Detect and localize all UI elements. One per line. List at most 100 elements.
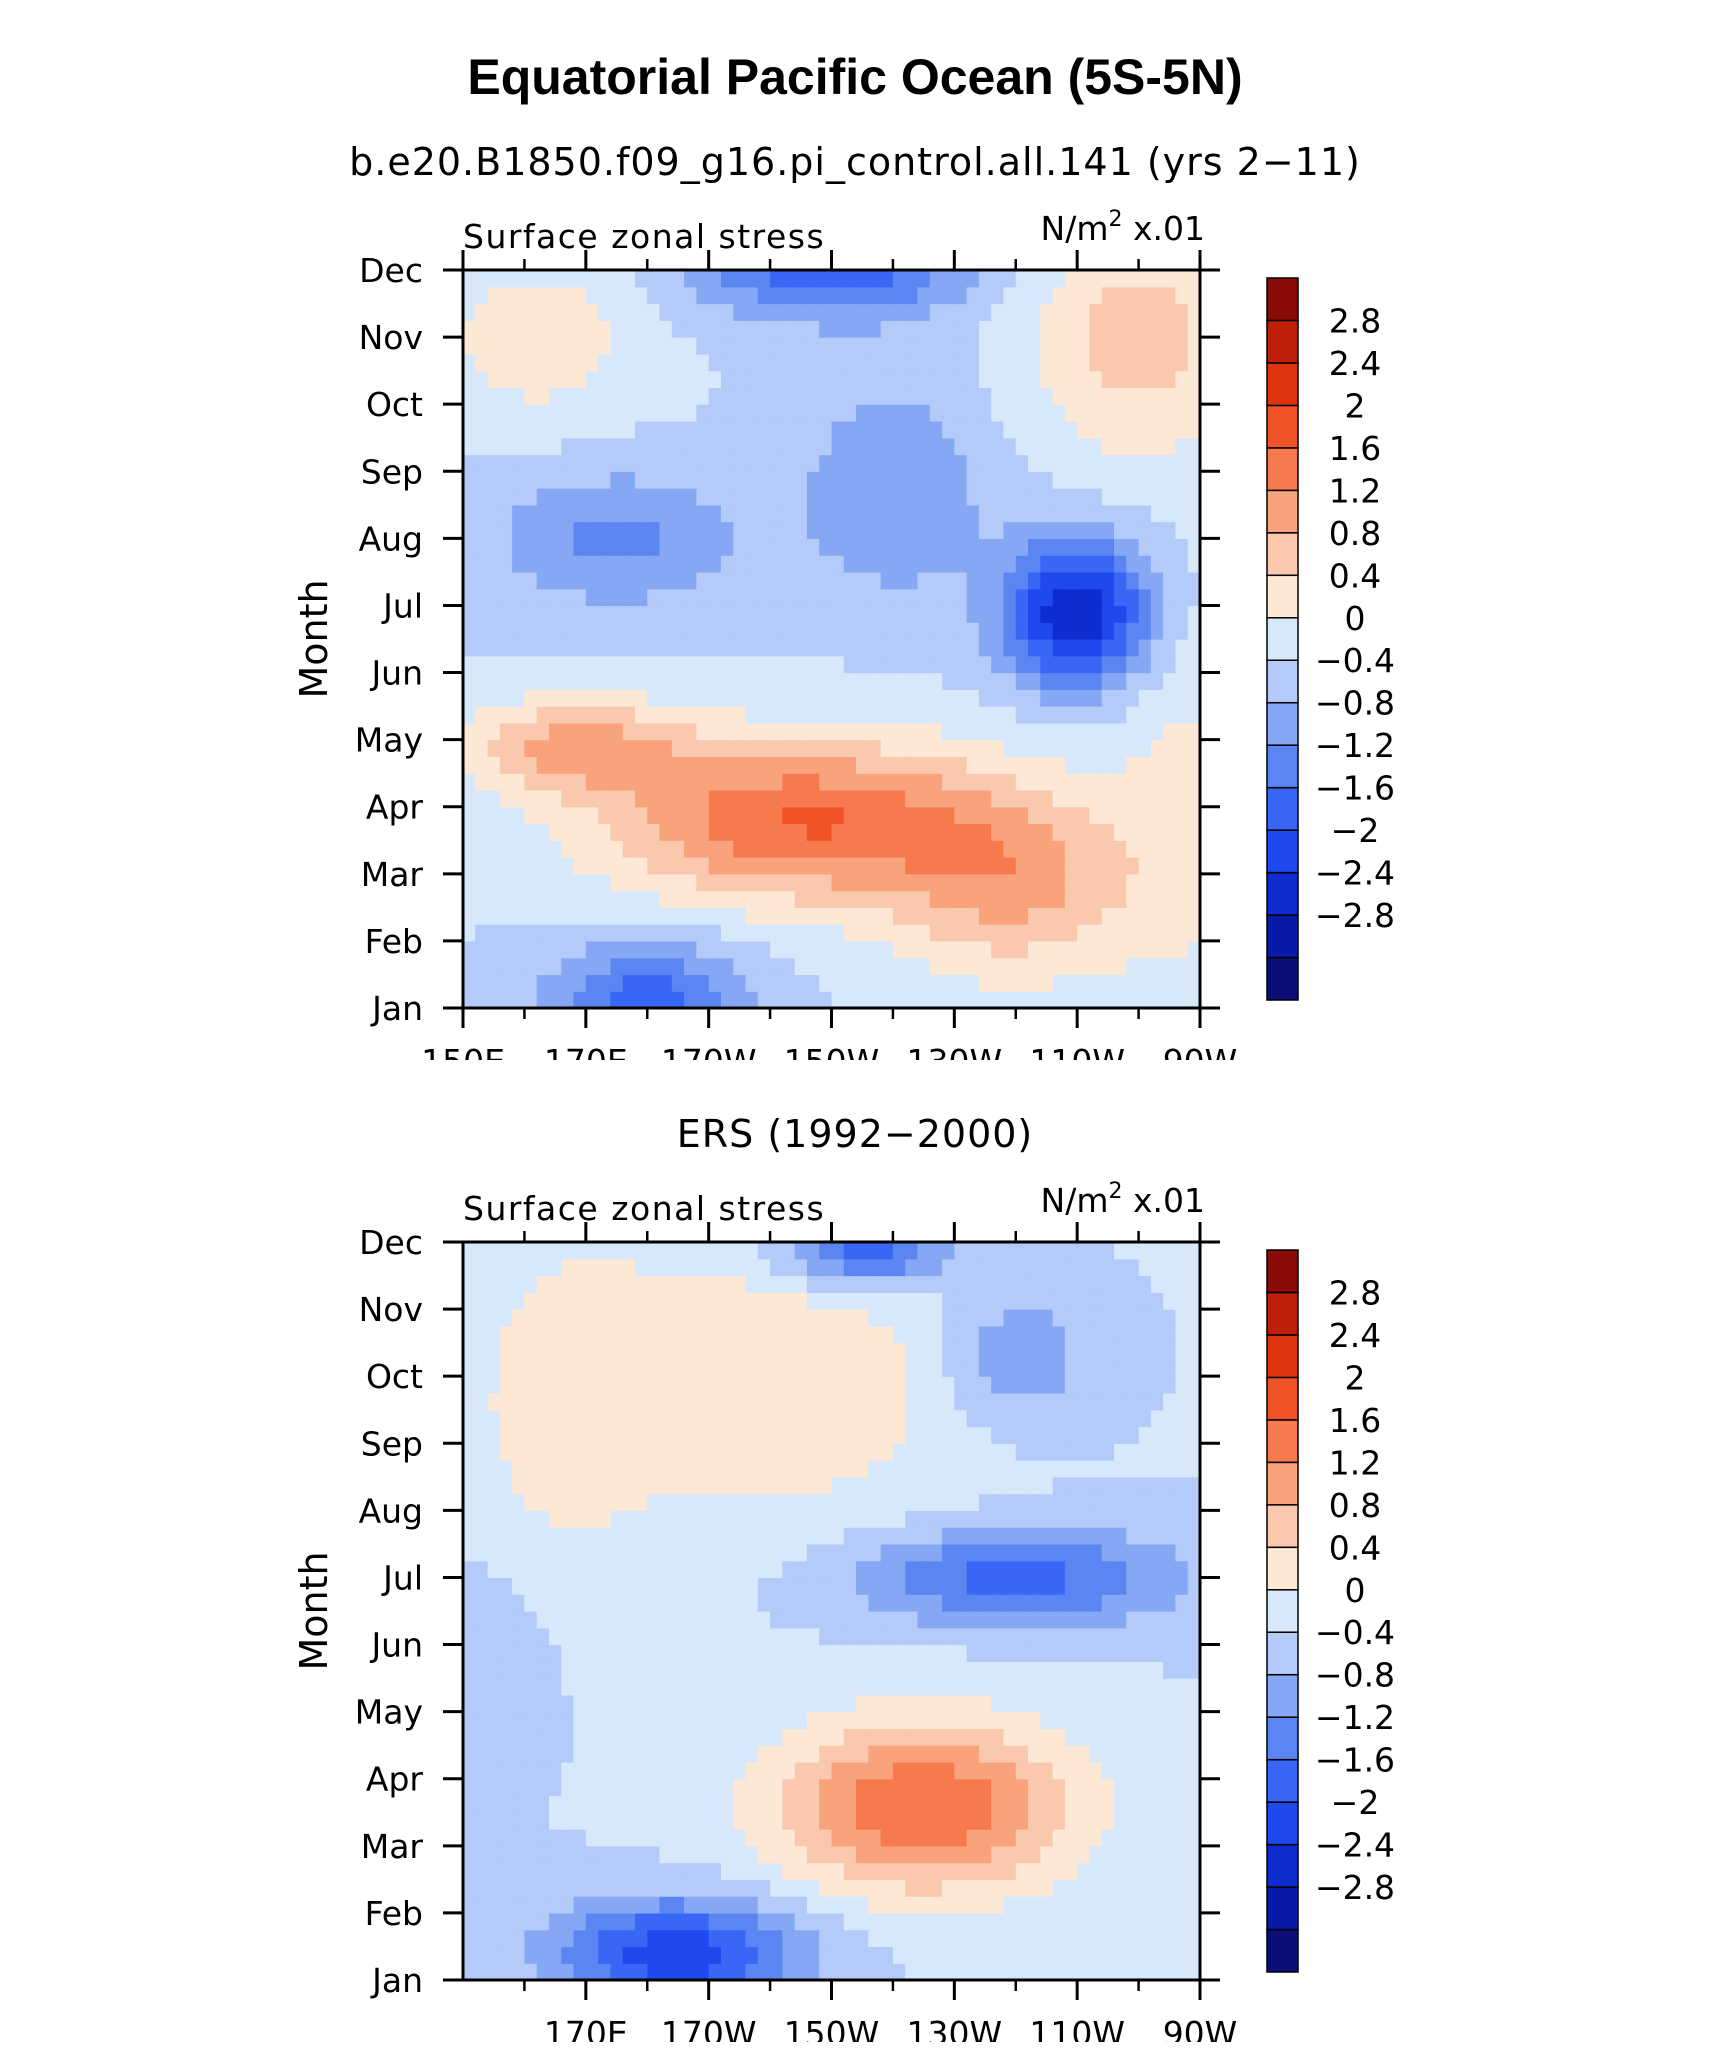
contour-cell [561, 420, 575, 439]
contour-cell [966, 957, 980, 976]
contour-cell [929, 739, 943, 758]
contour-cell [757, 404, 771, 422]
contour-cell [954, 1778, 968, 1797]
contour-cell [622, 924, 636, 942]
contour-cell [806, 974, 820, 992]
contour-cell [1163, 1476, 1177, 1495]
contour-cell [1114, 437, 1127, 456]
contour-cell [1138, 974, 1152, 992]
contour-cell [1187, 387, 1201, 405]
contour-cell [856, 1896, 869, 1914]
contour-cell [794, 571, 808, 590]
contour-cell [856, 924, 869, 942]
contour-cell [733, 1778, 747, 1797]
contour-cell [929, 286, 943, 305]
contour-cell [475, 1795, 489, 1813]
contour-cell [696, 907, 710, 925]
contour-cell [843, 1359, 857, 1377]
contour-cell [942, 521, 955, 539]
contour-cell [831, 320, 845, 338]
contour-cell [1101, 521, 1115, 539]
contour-cell [512, 655, 526, 674]
contour-cell [819, 1778, 833, 1797]
contour-cell [1175, 773, 1189, 791]
contour-cell [548, 873, 562, 892]
contour-cell [659, 1560, 673, 1579]
contour-cell [647, 1912, 661, 1931]
contour-cell [819, 286, 833, 305]
contour-cell [1150, 873, 1164, 892]
contour-cell [782, 1443, 796, 1461]
contour-cell [561, 940, 575, 959]
contour-cell [1150, 1912, 1164, 1931]
contour-cell [843, 789, 857, 808]
contour-cell [463, 1896, 476, 1914]
contour-cell [794, 789, 808, 808]
contour-cell [868, 1543, 882, 1562]
contour-cell [585, 270, 599, 288]
contour-cell [819, 773, 833, 791]
contour-cell [819, 1879, 833, 1897]
contour-cell [843, 1644, 857, 1662]
contour-cell [1101, 571, 1115, 590]
contour-cell [622, 1946, 636, 1964]
contour-cell [1175, 991, 1189, 1009]
contour-cell [1138, 1745, 1152, 1763]
contour-cell [794, 286, 808, 305]
contour-cell [831, 907, 845, 925]
contour-cell [1150, 320, 1164, 338]
contour-cell [978, 689, 992, 707]
contour-cell [991, 1879, 1005, 1897]
contour-cell [499, 1929, 513, 1948]
contour-cell [757, 1376, 771, 1394]
contour-cell [1138, 1426, 1152, 1444]
contour-cell [1003, 1359, 1017, 1377]
contour-cell [794, 1879, 808, 1897]
contour-cell [1150, 907, 1164, 925]
contour-cell [819, 639, 833, 657]
contour-cell [880, 890, 894, 908]
contour-cell [757, 1409, 771, 1428]
contour-cell [512, 890, 526, 908]
contour-cell [671, 706, 685, 724]
contour-cell [1003, 907, 1017, 925]
contour-cell [991, 404, 1005, 422]
contour-cell [475, 1728, 489, 1746]
contour-cell [782, 370, 796, 389]
contour-cell [524, 1711, 538, 1730]
contour-cell [856, 1694, 869, 1713]
contour-cell [1040, 337, 1054, 355]
contour-cell [782, 504, 796, 523]
contour-cell [1077, 924, 1091, 942]
contour-cell [1040, 789, 1054, 808]
contour-cell [499, 1460, 513, 1478]
contour-cell [671, 1678, 685, 1696]
contour-cell [573, 622, 587, 640]
contour-cell [831, 974, 845, 992]
contour-cell [917, 1678, 931, 1696]
contour-cell [868, 437, 882, 456]
contour-cell [573, 1879, 587, 1897]
contour-cell [1003, 1862, 1017, 1880]
contour-cell [1175, 404, 1189, 422]
contour-cell [671, 823, 685, 841]
contour-cell [585, 1644, 599, 1662]
contour-cell [463, 1594, 476, 1612]
contour-cell [573, 1711, 587, 1730]
contour-cell [843, 1745, 857, 1763]
contour-cell [708, 1426, 722, 1444]
contour-cell [463, 873, 476, 892]
contour-cell [647, 1376, 661, 1394]
contour-cell [1150, 521, 1164, 539]
contour-cell [794, 387, 808, 405]
contour-cell [647, 689, 661, 707]
contour-cell [819, 504, 833, 523]
contour-cell [991, 538, 1005, 556]
contour-cell [463, 571, 476, 590]
contour-cell [892, 756, 906, 774]
contour-cell [475, 823, 489, 841]
contour-cell [622, 806, 636, 825]
contour-cell [684, 773, 697, 791]
panel1-title: b.e20.B1850.f09_g16.pi_control.all.141 (… [349, 140, 1361, 184]
contour-cell [966, 1929, 980, 1948]
